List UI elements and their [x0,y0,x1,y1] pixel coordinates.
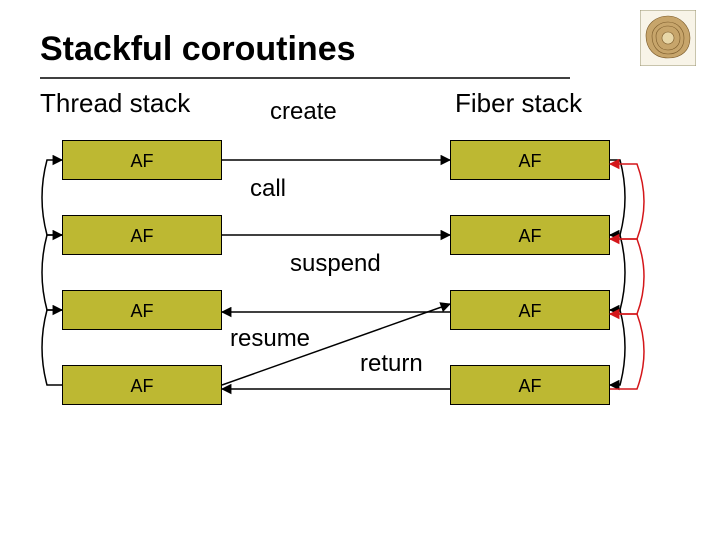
fiber-stack-frame-3: AF [450,365,610,405]
fiber-stack-frame-2: AF [450,290,610,330]
op-create: create [270,98,337,126]
shell-icon [640,10,696,71]
left-column-label: Thread stack [40,88,190,119]
op-resume: resume [230,325,310,353]
page-title: Stackful coroutines [40,30,356,69]
fiber-stack-frame-0: AF [450,140,610,180]
thread-stack-frame-1: AF [62,215,222,255]
thread-stack-frame-2: AF [62,290,222,330]
op-call: call [250,175,286,203]
thread-stack-frame-3: AF [62,365,222,405]
op-suspend: suspend [290,250,381,278]
op-return: return [360,350,423,378]
right-column-label: Fiber stack [455,88,582,119]
thread-stack-frame-0: AF [62,140,222,180]
fiber-stack-frame-1: AF [450,215,610,255]
